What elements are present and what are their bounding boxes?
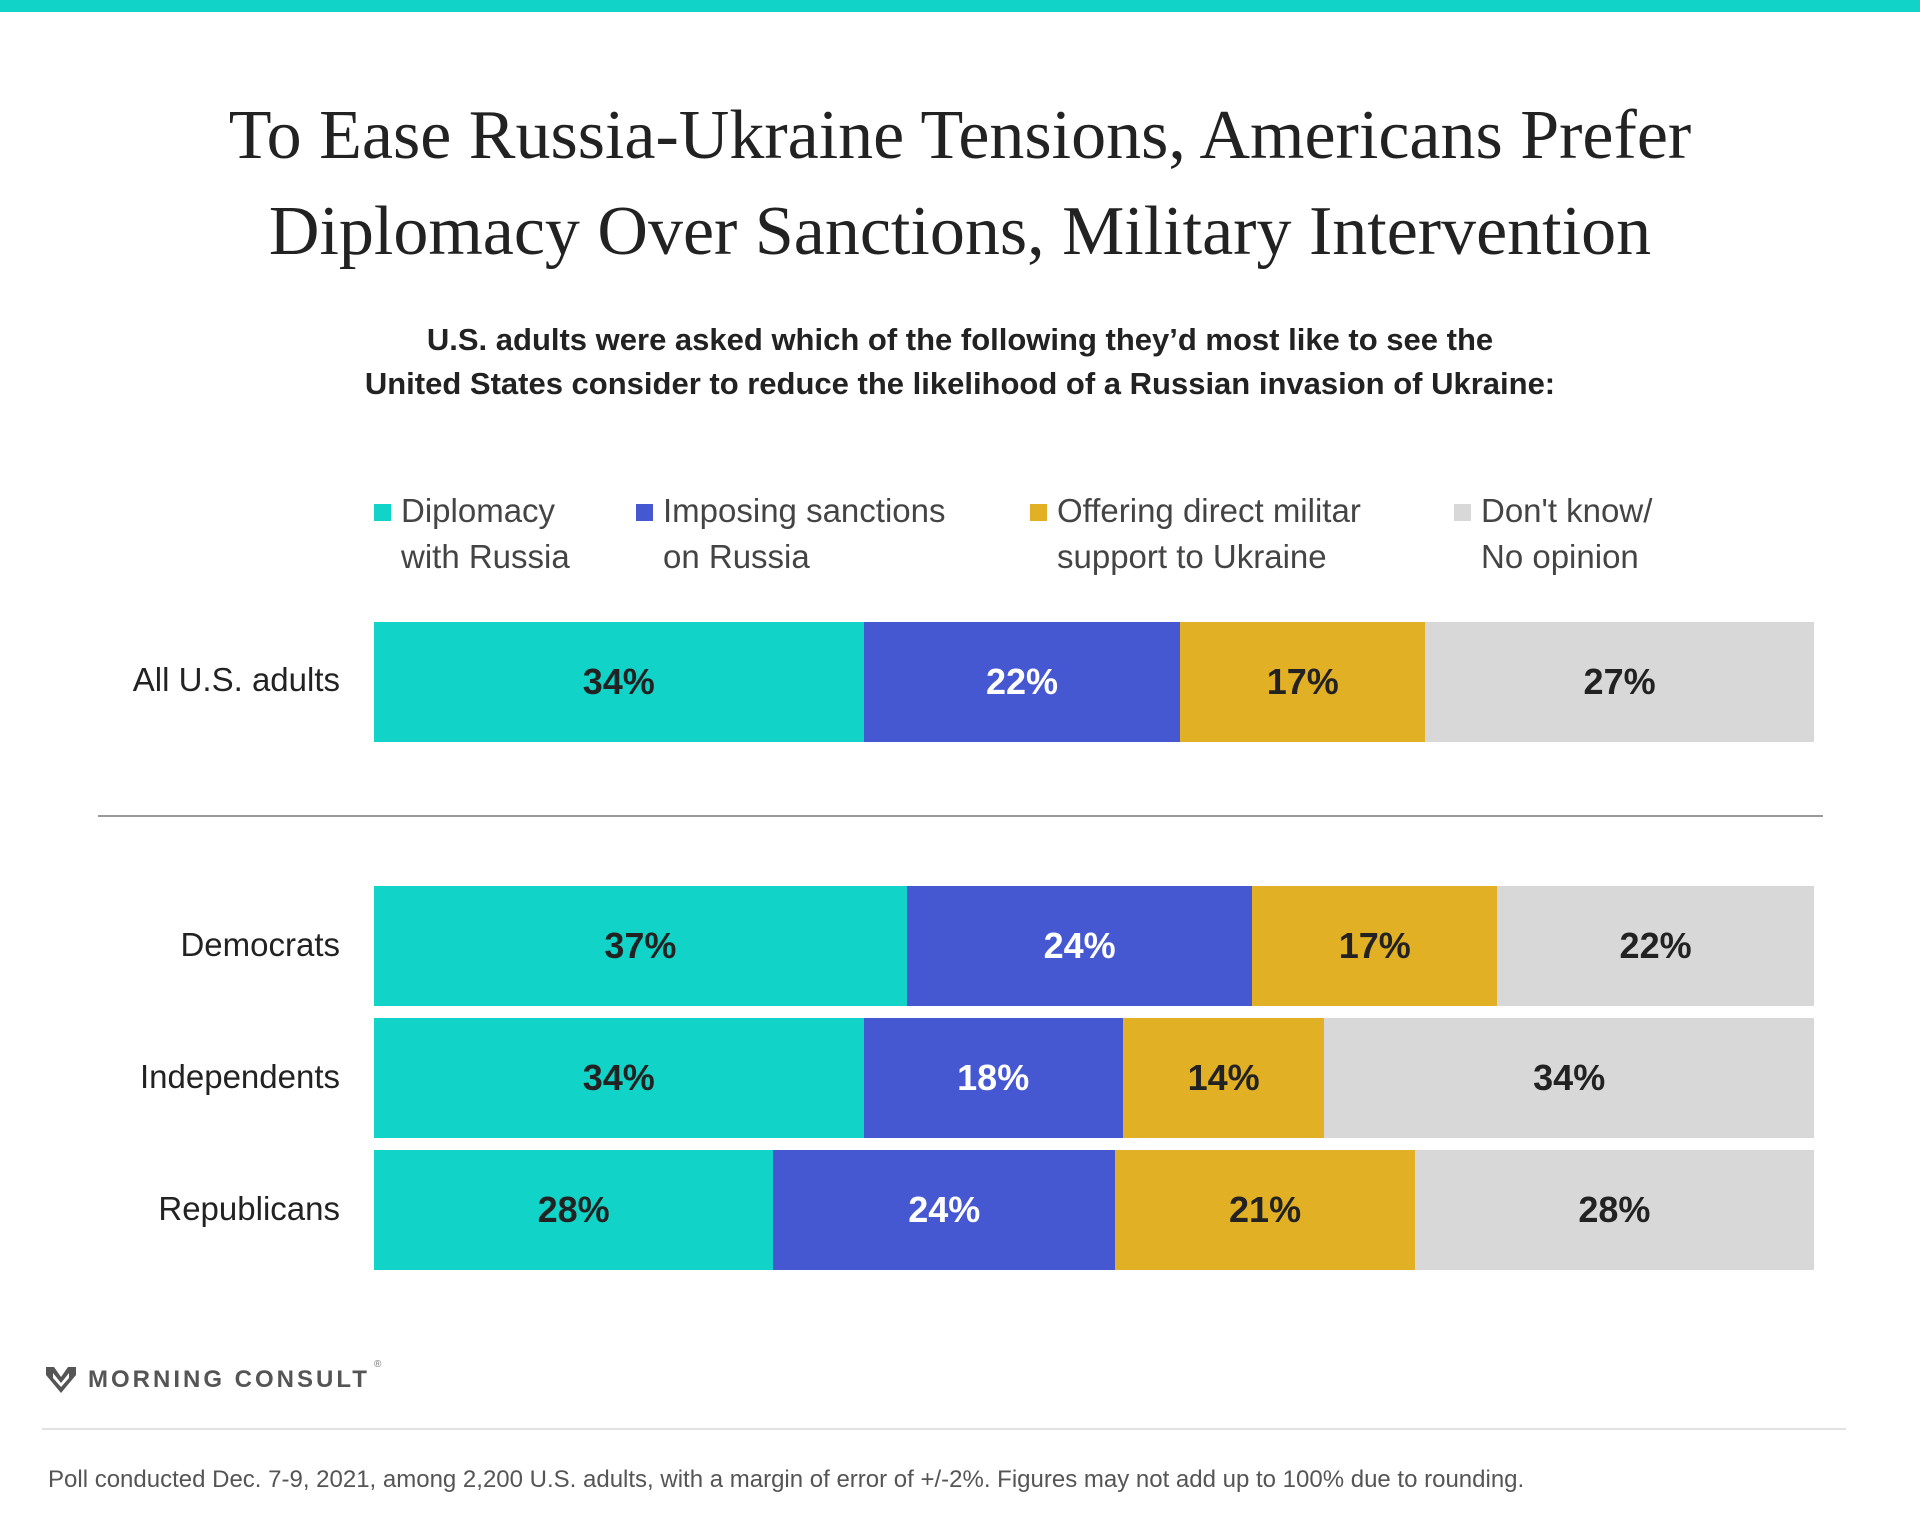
legend-label-sanctions: Imposing sanctions on Russia <box>663 488 945 580</box>
row-label-republicans: Republicans <box>158 1190 340 1227</box>
bar-row-all-adults: 34% 22% 17% 27% <box>374 622 1814 742</box>
legend-label-line: support to Ukraine <box>1057 538 1327 575</box>
footer-divider <box>42 1428 1846 1430</box>
bar-row-democrats: 37% 24% 17% 22% <box>374 886 1814 1006</box>
data-label: 22% <box>1619 925 1692 966</box>
row-label-independents: Independents <box>139 1058 340 1095</box>
chart-subtitle-line-1: U.S. adults were asked which of the foll… <box>426 322 1494 357</box>
data-label: 27% <box>1583 661 1656 702</box>
legend-label-line: Offering direct militar <box>1057 492 1361 529</box>
legend-label-line: Imposing sanctions <box>663 492 946 529</box>
bar-segment-sanctions: 22% <box>863 622 1181 742</box>
bar-segment-diplomacy: 34% <box>374 1018 864 1138</box>
data-label: 17% <box>1266 661 1339 702</box>
chart-title-line-2: Diplomacy Over Sanctions, Military Inter… <box>268 193 1652 270</box>
bar-segment-dont-know: 27% <box>1425 622 1814 742</box>
row-label-democrats: Democrats <box>180 926 340 963</box>
bar-segment-military-support: 14% <box>1122 1018 1325 1138</box>
data-label: 34% <box>582 661 655 702</box>
brand-name: MORNING CONSULT <box>88 1366 370 1393</box>
bar-segment-military-support: 17% <box>1180 622 1426 742</box>
row-label-all-adults: All U.S. adults <box>132 661 340 698</box>
morning-consult-logo-icon <box>46 1367 76 1393</box>
legend-label-line: No opinion <box>1481 538 1639 575</box>
data-label: 18% <box>957 1057 1030 1098</box>
top-accent-bar <box>0 0 1920 12</box>
bar-segment-military-support: 17% <box>1252 886 1498 1006</box>
legend-swatch-military-support <box>1030 504 1047 521</box>
data-label: 24% <box>908 1189 981 1230</box>
section-divider <box>98 815 1823 817</box>
legend-label-military-support: Offering direct militar support to Ukrai… <box>1057 488 1361 580</box>
legend-label-line: with Russia <box>401 538 570 575</box>
data-label: 24% <box>1043 925 1116 966</box>
chart-title: To Ease Russia-Ukraine Tensions, America… <box>0 88 1920 280</box>
bar-segment-sanctions: 24% <box>773 1150 1116 1270</box>
data-label: 28% <box>537 1189 610 1230</box>
data-label: 22% <box>985 661 1059 702</box>
bar-segment-diplomacy: 37% <box>374 886 907 1006</box>
bar-segment-diplomacy: 34% <box>374 622 864 742</box>
legend-label-diplomacy: Diplomacy with Russia <box>401 488 570 580</box>
footnote: Poll conducted Dec. 7-9, 2021, among 2,2… <box>48 1466 1525 1493</box>
data-label: 34% <box>582 1057 655 1098</box>
data-label: 14% <box>1187 1057 1260 1098</box>
bar-segment-diplomacy: 28% <box>374 1150 774 1270</box>
data-label: 21% <box>1229 1189 1302 1230</box>
legend-label-line: on Russia <box>663 538 810 575</box>
legend-label-line: Don't know/ <box>1481 492 1653 529</box>
bar-segment-dont-know: 28% <box>1414 1150 1814 1270</box>
bar-segment-dont-know: 34% <box>1324 1018 1814 1138</box>
bar-segment-military-support: 21% <box>1115 1150 1415 1270</box>
chart-title-line-1: To Ease Russia-Ukraine Tensions, America… <box>228 97 1692 174</box>
data-label: 28% <box>1578 1189 1651 1230</box>
data-label: 34% <box>1533 1057 1606 1098</box>
chart-subtitle: U.S. adults were asked which of the foll… <box>0 318 1920 406</box>
legend-swatch-diplomacy <box>374 504 391 521</box>
bar-segment-sanctions: 18% <box>863 1018 1123 1138</box>
data-label: 17% <box>1338 925 1411 966</box>
bar-row-independents: 34% 18% 14% 34% <box>374 1018 1814 1138</box>
legend-swatch-sanctions <box>636 504 653 521</box>
bar-row-republicans: 28% 24% 21% 28% <box>374 1150 1814 1270</box>
chart-subtitle-line-2: United States consider to reduce the lik… <box>364 366 1556 401</box>
chart-legend: Diplomacy with Russia Imposing sanctions… <box>0 488 1920 588</box>
bar-segment-sanctions: 24% <box>906 886 1253 1006</box>
data-label: 37% <box>604 925 677 966</box>
bar-segment-dont-know: 22% <box>1497 886 1814 1006</box>
legend-label-dont-know: Don't know/ No opinion <box>1481 488 1652 580</box>
brand-registered-mark: ® <box>374 1359 382 1370</box>
legend-swatch-dont-know <box>1454 504 1471 521</box>
legend-label-line: Diplomacy <box>401 492 556 529</box>
